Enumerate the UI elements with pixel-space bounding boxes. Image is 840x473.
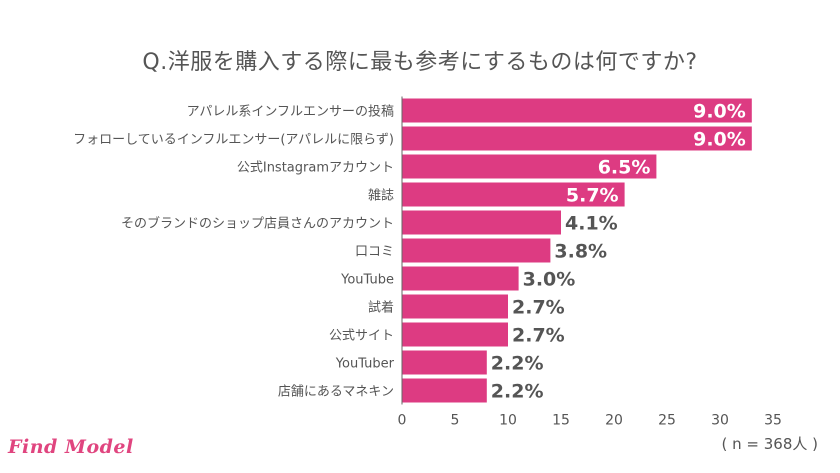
bar (402, 378, 487, 403)
x-tick-label: 0 (398, 413, 407, 429)
data-label: 4.1% (565, 213, 618, 235)
bar (402, 322, 508, 347)
x-tick-label: 25 (658, 413, 676, 429)
bar (402, 98, 752, 123)
sample-size-note: ( n = 368人 ) (721, 435, 818, 453)
category-label: 公式Instagramアカウント (237, 161, 394, 176)
x-tick-label: 30 (711, 413, 729, 429)
data-label: 6.5% (598, 157, 651, 179)
x-tick-label: 10 (499, 413, 517, 429)
bar (402, 154, 657, 179)
bar (402, 266, 519, 291)
bar (402, 238, 551, 263)
category-label: フォローしているインフルエンサー(アパレルに限らず) (73, 133, 394, 148)
data-label: 2.2% (491, 381, 544, 403)
data-label: 2.7% (512, 325, 565, 347)
data-label: 2.2% (491, 353, 544, 375)
data-label: 5.7% (566, 185, 619, 207)
bar (402, 126, 752, 151)
data-label: 2.7% (512, 297, 565, 319)
category-label: 雑誌 (368, 188, 394, 204)
data-label: 3.0% (523, 269, 576, 291)
bar (402, 210, 561, 235)
category-label: 公式サイト (329, 329, 394, 344)
data-label: 9.0% (693, 129, 746, 151)
find-model-logo: Find Model (8, 436, 134, 458)
x-tick-label: 5 (451, 413, 460, 429)
category-label: 店舗にあるマネキン (278, 385, 394, 400)
chart-title: Q.洋服を購入する際に最も参考にするものは何ですか? (142, 50, 698, 75)
bar (402, 294, 508, 319)
x-tick-label: 35 (764, 413, 782, 429)
category-label: 試着 (368, 300, 394, 316)
category-label: アパレル系インフルエンサーの投稿 (187, 104, 394, 120)
bar (402, 182, 625, 207)
category-label: YouTuber (335, 357, 395, 372)
bar (402, 350, 487, 375)
category-label: YouTube (340, 273, 394, 288)
data-label: 3.8% (554, 241, 607, 263)
category-label: 口コミ (355, 245, 394, 260)
x-tick-label: 15 (552, 413, 570, 429)
x-tick-label: 20 (605, 413, 623, 429)
data-label: 9.0% (693, 101, 746, 123)
category-label: そのブランドのショップ店員さんのアカウント (121, 216, 394, 232)
